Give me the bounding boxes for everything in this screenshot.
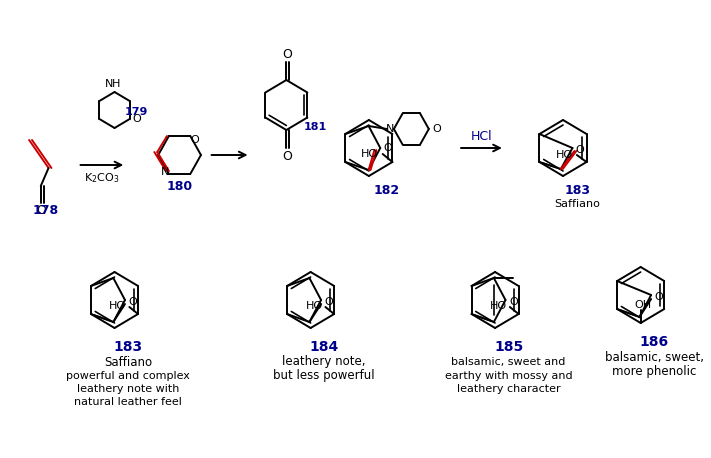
Text: powerful and complex: powerful and complex (66, 371, 190, 381)
Text: O: O (36, 203, 46, 217)
Text: O: O (432, 124, 441, 134)
Text: more phenolic: more phenolic (612, 365, 697, 377)
Text: 178: 178 (33, 203, 59, 217)
Text: O: O (129, 297, 137, 307)
Text: H: H (112, 79, 121, 89)
Text: N: N (386, 124, 394, 134)
Text: HO: HO (360, 149, 378, 159)
Text: O: O (576, 145, 584, 155)
Text: O: O (132, 114, 141, 124)
Text: Saffiano: Saffiano (555, 199, 601, 209)
Text: N: N (161, 167, 169, 177)
Text: 181: 181 (304, 122, 327, 132)
Text: earthy with mossy and: earthy with mossy and (445, 371, 572, 381)
Text: O: O (509, 297, 518, 307)
Text: HO: HO (306, 301, 323, 311)
Text: natural leather feel: natural leather feel (74, 397, 182, 407)
Text: HCl: HCl (471, 130, 492, 142)
Text: O: O (282, 149, 292, 163)
Text: HO: HO (109, 301, 127, 311)
Text: 184: 184 (309, 340, 339, 354)
Text: $\mathregular{K_2CO_3}$: $\mathregular{K_2CO_3}$ (84, 171, 119, 185)
Text: leathery note with: leathery note with (77, 384, 179, 394)
Text: 185: 185 (494, 340, 523, 354)
Text: O: O (655, 292, 663, 302)
Text: but less powerful: but less powerful (274, 370, 375, 382)
Text: O: O (324, 297, 333, 307)
Text: 183: 183 (114, 340, 143, 354)
Text: leathery character: leathery character (457, 384, 560, 394)
Text: HO: HO (490, 301, 507, 311)
Text: balsamic, sweet and: balsamic, sweet and (451, 357, 566, 367)
Text: HO: HO (556, 150, 573, 160)
Text: 180: 180 (166, 180, 193, 193)
Text: O: O (282, 48, 292, 60)
Text: leathery note,: leathery note, (282, 355, 366, 369)
Text: O: O (384, 143, 392, 153)
Text: balsamic, sweet,: balsamic, sweet, (605, 350, 704, 364)
Text: 186: 186 (640, 335, 669, 349)
Text: OH: OH (634, 300, 651, 310)
Text: 182: 182 (373, 184, 400, 196)
Text: 179: 179 (124, 107, 148, 117)
Text: N: N (105, 79, 113, 89)
Text: O: O (191, 135, 200, 145)
Text: 183: 183 (565, 184, 591, 196)
Text: Saffiano: Saffiano (104, 355, 152, 369)
